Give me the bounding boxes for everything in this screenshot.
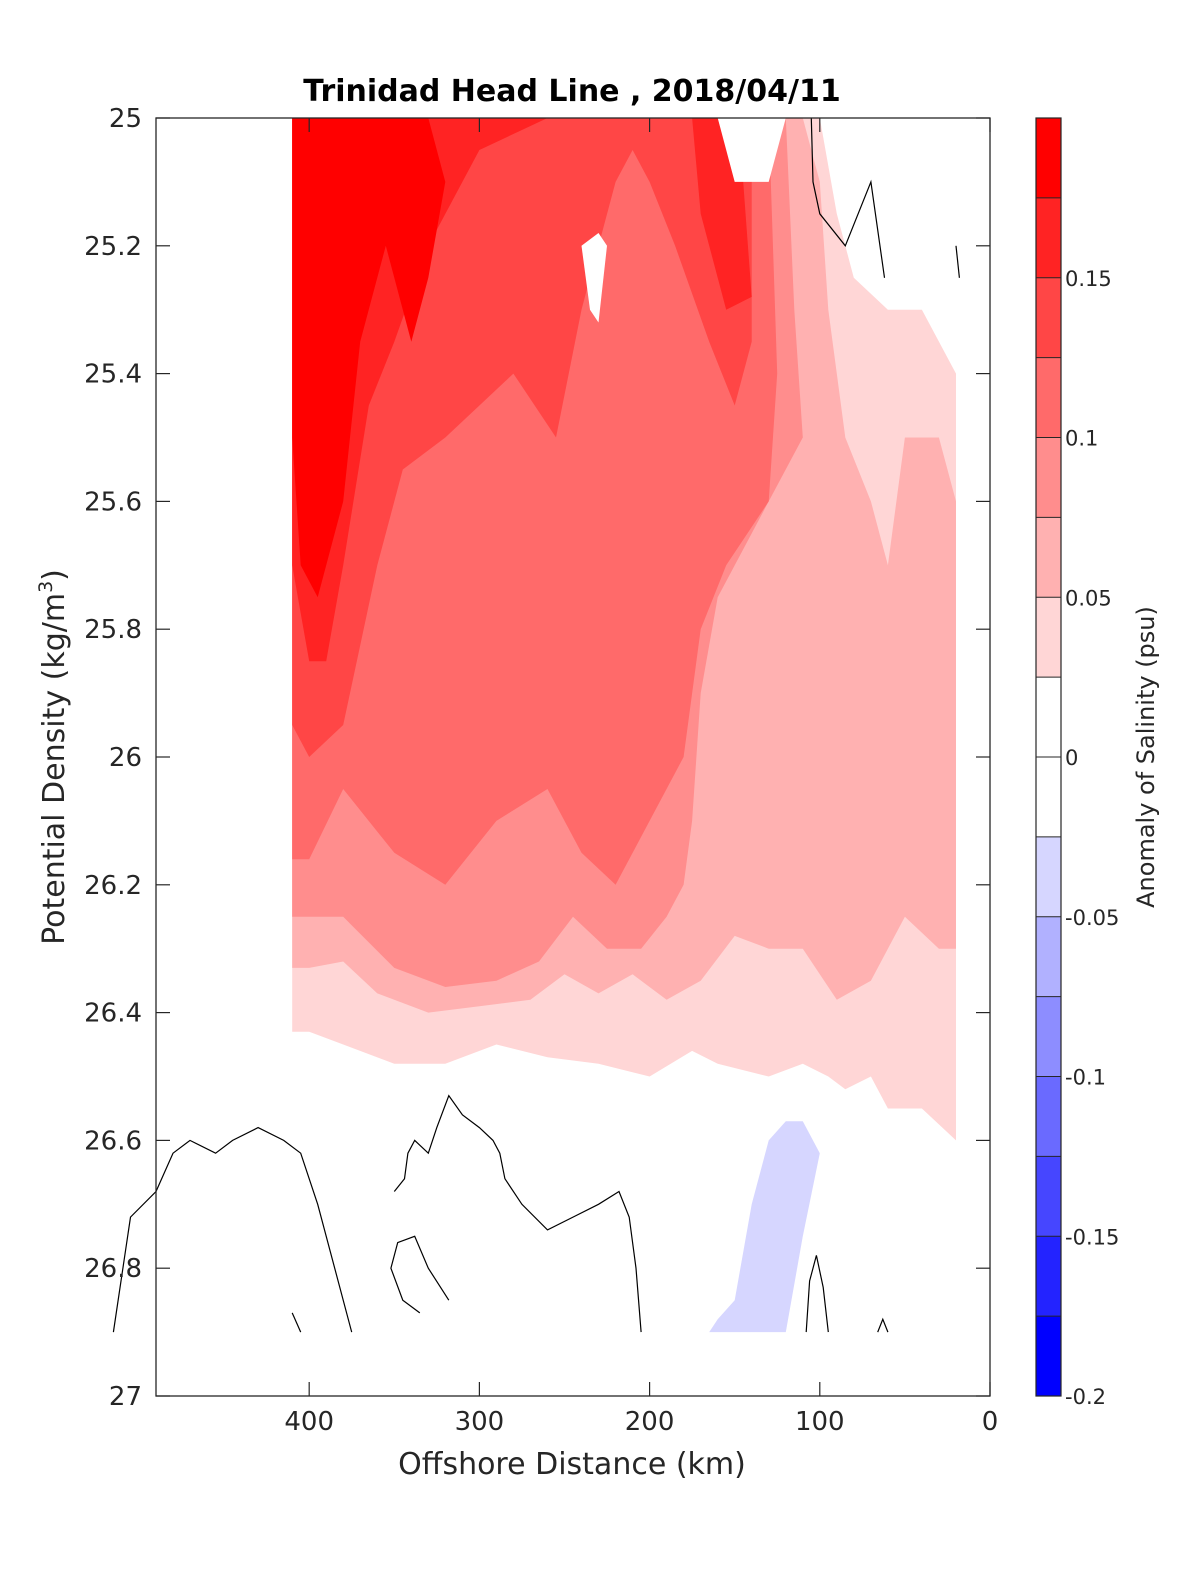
x-axis-title: Offshore Distance (km) [398,1447,746,1482]
colorbar-tick-label: 0 [1065,746,1078,770]
colorbar-tick-label: 0.05 [1065,586,1112,610]
y-axis-title-main: Potential Density (kg/m [37,593,72,945]
x-tick-label: 400 [284,1407,334,1437]
contour-line-6 [810,117,886,278]
y-axis-title-sup: 3 [35,581,57,593]
colorbar-tick-label: -0.2 [1065,1385,1106,1409]
y-tick-label: 26 [109,743,142,773]
y-axis-title-close: ) [37,569,72,581]
x-tick-label: 300 [455,1407,505,1437]
colorbar-tick-label: -0.1 [1065,1066,1106,1090]
y-tick-label: 26.2 [84,871,142,901]
contour-line-7 [955,245,960,278]
colorbar-swatch [1036,677,1061,758]
colorbar-tick-label: 0.15 [1065,267,1112,291]
contour-line-4 [877,1317,889,1333]
contour-line-1 [390,1235,450,1314]
contour-line-2 [393,1094,642,1333]
colorbar-swatch [1036,277,1061,359]
colorbar-swatch [1036,836,1061,918]
x-tick-label: 0 [982,1407,999,1437]
contour-region-6 [292,118,446,598]
colorbar-swatch [1036,437,1061,518]
x-tick-label: 100 [795,1407,845,1437]
colorbar-swatch [1036,916,1061,998]
y-tick-label: 26.6 [84,1126,142,1156]
colorbar-swatch [1036,1156,1061,1237]
y-tick-label: 25.2 [84,232,142,262]
contour-line-5 [291,1312,302,1333]
colorbar-swatch [1036,757,1061,838]
colorbar-swatch [1036,357,1061,439]
colorbar-swatch [1036,197,1061,279]
y-tick-label: 26.8 [84,1254,142,1284]
colorbar-frame [1035,117,1062,1397]
y-tick-label: 25.4 [84,360,142,390]
colorbar: 0.15 0.1 0.05 0 -0.05 -0.1 -0.15 -0.2 [1035,117,1119,1409]
y-tick-label: 25.8 [84,615,142,645]
contour-region-7 [709,1121,820,1333]
y-axis-title: Potential Density (kg/m3) [35,569,72,945]
white-patch-1 [581,233,607,323]
colorbar-swatch [1036,1316,1061,1397]
y-tick-label: 25 [109,104,142,134]
y-tick-label: 25.6 [84,487,142,517]
x-tick-label: 200 [625,1407,675,1437]
colorbar-swatch [1036,1076,1061,1157]
contour-lines [112,117,960,1333]
colorbar-swatch [1036,1236,1061,1317]
chart-title: Trinidad Head Line , 2018/04/11 [303,74,840,109]
colorbar-tick-label: -0.05 [1065,906,1119,930]
colorbar-swatch [1036,517,1061,598]
colorbar-swatch [1036,118,1061,199]
colorbar-swatch [1036,996,1061,1078]
colorbar-tick-label: 0.1 [1065,427,1098,451]
contour-line-0 [112,1126,353,1333]
colorbar-tick-label: -0.15 [1065,1225,1119,1249]
filled-contour-regions [292,118,956,1333]
contour-line-3 [805,1255,829,1333]
colorbar-title: Anomaly of Salinity (psu) [1132,606,1160,908]
y-tick-label: 26.4 [84,999,142,1029]
y-tick-label: 27 [109,1382,142,1412]
white-patch-0 [717,118,786,182]
colorbar-swatch [1036,597,1061,678]
axes: 400 300 200 100 0 25 25.2 25.4 25.6 25.8 26 26.2 26.… [84,104,998,1437]
